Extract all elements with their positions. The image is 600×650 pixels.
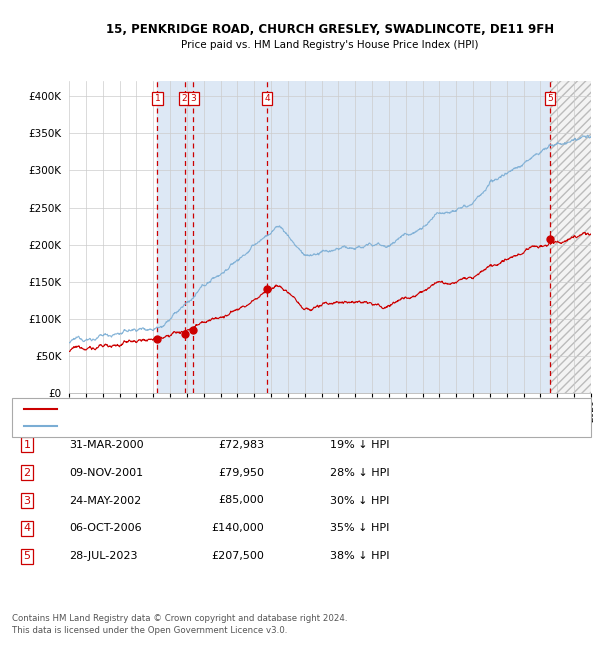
Text: 15, PENKRIDGE ROAD, CHURCH GRESLEY, SWADLINCOTE, DE11 9FH (detached house): 15, PENKRIDGE ROAD, CHURCH GRESLEY, SWAD… xyxy=(63,404,473,413)
Text: 06-OCT-2006: 06-OCT-2006 xyxy=(69,523,142,534)
Bar xyxy=(193,81,267,393)
Text: 1: 1 xyxy=(23,439,31,450)
Text: 19% ↓ HPI: 19% ↓ HPI xyxy=(330,439,389,450)
Bar xyxy=(157,81,185,393)
Bar xyxy=(267,81,550,393)
Text: 2: 2 xyxy=(182,94,187,103)
Text: 38% ↓ HPI: 38% ↓ HPI xyxy=(330,551,389,562)
Text: 5: 5 xyxy=(547,94,553,103)
Text: 09-NOV-2001: 09-NOV-2001 xyxy=(69,467,143,478)
Text: £72,983: £72,983 xyxy=(218,439,264,450)
Text: 15, PENKRIDGE ROAD, CHURCH GRESLEY, SWADLINCOTE, DE11 9FH: 15, PENKRIDGE ROAD, CHURCH GRESLEY, SWAD… xyxy=(106,23,554,36)
Text: 4: 4 xyxy=(23,523,31,534)
Bar xyxy=(185,81,193,393)
Text: £140,000: £140,000 xyxy=(211,523,264,534)
Bar xyxy=(550,81,599,393)
Text: 3: 3 xyxy=(191,94,196,103)
Text: HPI: Average price, detached house, South Derbyshire: HPI: Average price, detached house, Sout… xyxy=(63,421,322,430)
Text: 5: 5 xyxy=(23,551,31,562)
Text: 3: 3 xyxy=(23,495,31,506)
Bar xyxy=(550,81,599,393)
Text: 31-MAR-2000: 31-MAR-2000 xyxy=(69,439,143,450)
Text: Price paid vs. HM Land Registry's House Price Index (HPI): Price paid vs. HM Land Registry's House … xyxy=(181,40,479,51)
Text: 30% ↓ HPI: 30% ↓ HPI xyxy=(330,495,389,506)
Text: 35% ↓ HPI: 35% ↓ HPI xyxy=(330,523,389,534)
Text: £79,950: £79,950 xyxy=(218,467,264,478)
Text: 4: 4 xyxy=(264,94,270,103)
Text: £207,500: £207,500 xyxy=(211,551,264,562)
Text: Contains HM Land Registry data © Crown copyright and database right 2024.: Contains HM Land Registry data © Crown c… xyxy=(12,614,347,623)
Text: 2: 2 xyxy=(23,467,31,478)
Text: This data is licensed under the Open Government Licence v3.0.: This data is licensed under the Open Gov… xyxy=(12,626,287,635)
Text: 28-JUL-2023: 28-JUL-2023 xyxy=(69,551,137,562)
Text: 1: 1 xyxy=(155,94,160,103)
Text: £85,000: £85,000 xyxy=(218,495,264,506)
Text: 24-MAY-2002: 24-MAY-2002 xyxy=(69,495,141,506)
Text: 28% ↓ HPI: 28% ↓ HPI xyxy=(330,467,389,478)
